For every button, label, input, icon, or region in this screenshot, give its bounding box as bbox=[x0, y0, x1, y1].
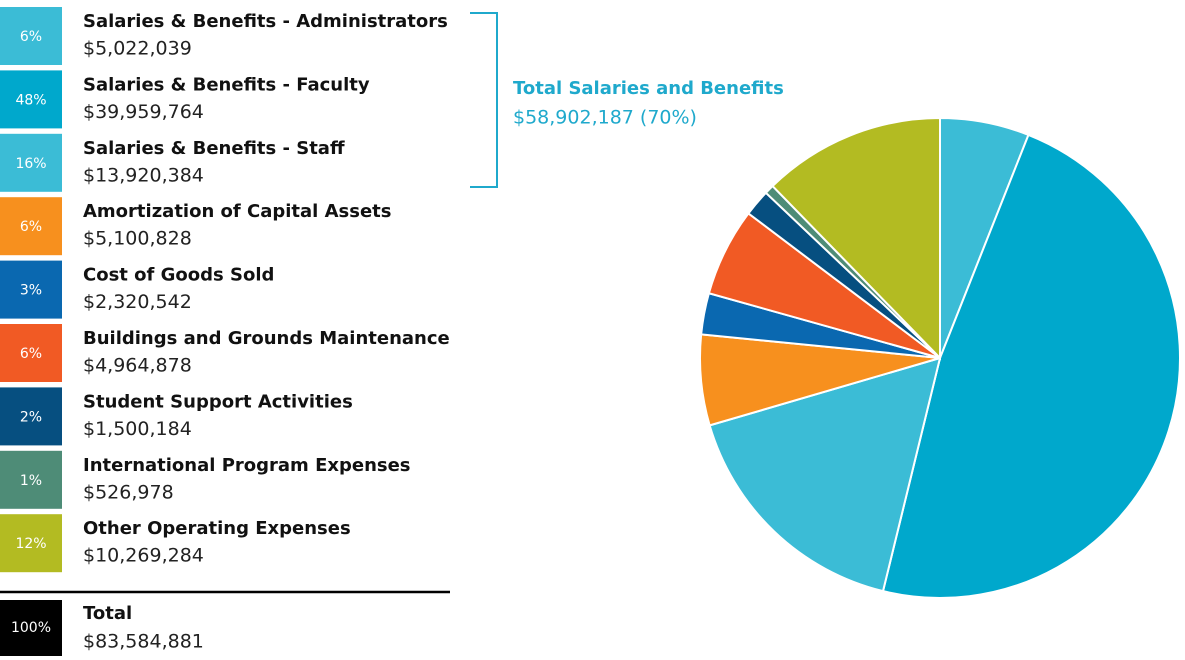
legend-value: $1,500,184 bbox=[83, 418, 192, 440]
legend-label: Salaries & Benefits - Faculty bbox=[83, 74, 370, 95]
legend-value: $5,100,828 bbox=[83, 228, 192, 250]
legend-swatch bbox=[0, 70, 62, 129]
legend-value: $5,022,039 bbox=[83, 38, 192, 60]
legend-percent: 2% bbox=[20, 409, 42, 425]
legend-value: $13,920,384 bbox=[83, 164, 204, 186]
pie-slice bbox=[708, 356, 942, 593]
legend-label: International Program Expenses bbox=[83, 455, 411, 476]
total-label: Total bbox=[83, 603, 132, 624]
total-percent: 100% bbox=[11, 620, 51, 636]
group-text: $58,902,187 (70%) bbox=[513, 107, 697, 129]
legend-label: Buildings and Grounds Maintenance bbox=[83, 328, 450, 349]
legend-swatch bbox=[0, 450, 62, 509]
legend-label: Salaries & Benefits - Administrators bbox=[83, 11, 448, 32]
legend-swatch bbox=[0, 197, 62, 256]
legend-percent: 48% bbox=[15, 92, 46, 108]
legend-percent: 16% bbox=[15, 156, 46, 172]
group-bracket bbox=[470, 12, 498, 188]
legend-value: $39,959,764 bbox=[83, 101, 204, 123]
legend-label: Cost of Goods Sold bbox=[83, 265, 274, 286]
legend-value: $4,964,878 bbox=[83, 355, 192, 377]
legend-percent: 3% bbox=[20, 283, 42, 299]
legend-value: $2,320,542 bbox=[83, 291, 192, 313]
legend-percent: 6% bbox=[20, 29, 42, 45]
legend-label: Other Operating Expenses bbox=[83, 518, 351, 539]
legend-value: $10,269,284 bbox=[83, 545, 204, 567]
legend-label: Amortization of Capital Assets bbox=[83, 201, 392, 222]
legend-swatch bbox=[0, 387, 62, 446]
legend-percent: 6% bbox=[20, 219, 42, 235]
legend-swatch bbox=[0, 324, 62, 382]
legend-percent: 12% bbox=[15, 536, 46, 552]
legend-percent: 6% bbox=[20, 346, 42, 362]
legend-label: Student Support Activities bbox=[83, 391, 353, 412]
legend-value: $526,978 bbox=[83, 481, 174, 503]
group-title: Total Salaries and Benefits bbox=[513, 78, 784, 99]
legend-swatch bbox=[0, 514, 62, 573]
legend-percent: 1% bbox=[20, 473, 42, 489]
legend-swatch bbox=[0, 260, 62, 319]
pie-slice bbox=[771, 116, 941, 361]
total-value: $83,584,881 bbox=[83, 631, 204, 653]
total-swatch bbox=[0, 600, 62, 656]
legend-label: Salaries & Benefits - Staff bbox=[83, 138, 345, 159]
pie-slice bbox=[881, 133, 1181, 599]
legend-swatch bbox=[0, 7, 62, 65]
legend-swatch bbox=[0, 133, 62, 192]
